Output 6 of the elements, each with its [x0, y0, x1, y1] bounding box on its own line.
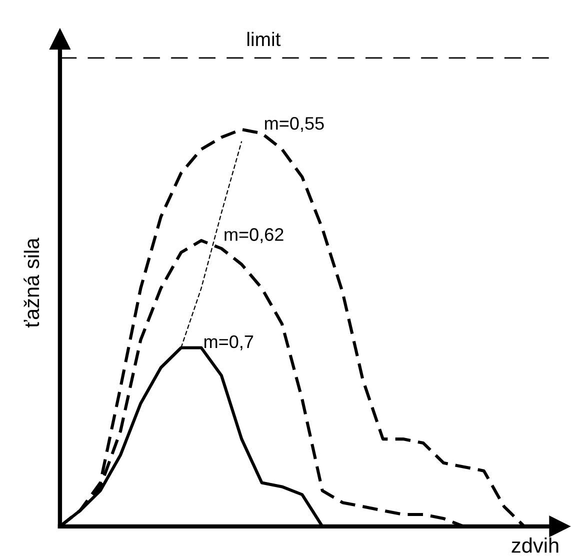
series-label: m=0,7 — [204, 335, 254, 350]
series-label: m=0,62 — [224, 228, 284, 244]
series-label: m=0,55 — [265, 117, 324, 132]
y-axis-title: ťažná sila — [24, 238, 40, 328]
ref-line-label: limit — [247, 32, 281, 46]
x-axis-title: zdvih — [512, 538, 558, 553]
